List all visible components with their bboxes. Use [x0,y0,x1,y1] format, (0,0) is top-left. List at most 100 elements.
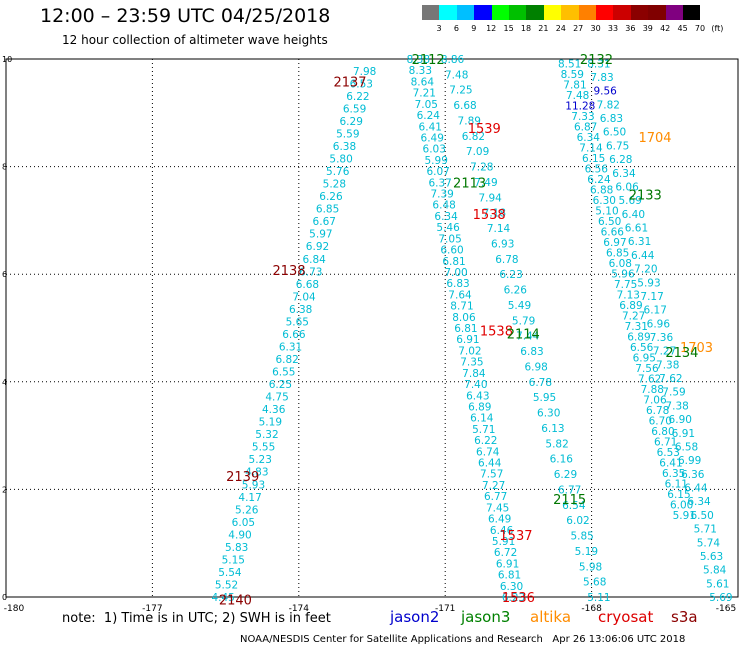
y-tick-label: 4 [2,378,7,387]
wave-height-value: 6.44 [684,483,708,495]
wave-height-value: 6.34 [687,496,711,508]
scale-swatch [561,5,579,20]
wave-height-value: 7.39 [430,189,453,201]
wave-height-value: 7.48 [445,69,468,81]
wave-height-value: 6.08 [609,258,632,270]
wave-height-value: 6.55 [272,367,295,379]
page-subtitle: 12 hour collection of altimeter wave hei… [62,33,328,47]
wave-height-value: 6.67 [313,216,336,228]
wave-height-value: 6.82 [275,354,298,366]
wave-height-value: 6.34 [577,132,601,144]
wave-height-value: 6.71 [654,437,677,449]
scale-swatch [456,5,475,20]
wave-height-value: 6.96 [647,318,671,330]
pass-time-label: 1704 [638,131,671,146]
scale-label: 3 [436,24,442,33]
scale-label: 39 [642,24,653,33]
legend-altika: altika [530,608,572,626]
wave-height-value: 6.83 [520,346,543,358]
wave-height-value: 7.45 [486,502,509,514]
wave-height-value: 6.60 [440,245,463,257]
wave-height-value: 6.17 [644,305,667,317]
wave-height-value: 5.71 [472,424,495,436]
wave-height-value: 7.05 [415,99,438,111]
wave-height-value: 6.49 [488,514,511,526]
wave-height-value: 7.44 [516,331,540,343]
wave-height-value: 5.52 [215,579,238,591]
wave-height-value: 6.43 [466,390,489,402]
wave-height-value: 6.88 [590,184,613,196]
wave-height-value: 5.82 [545,438,568,450]
wave-height-value: 5.23 [249,454,272,466]
wave-height-value: 4.90 [228,529,251,541]
wave-height-value: 6.56 [630,342,654,354]
wave-height-value: 7.14 [487,223,511,235]
wave-height-value: 6.30 [537,408,560,420]
legend-cryosat: cryosat [598,608,654,626]
wave-height-value: 7.20 [634,264,657,276]
scale-swatch [578,5,596,20]
wave-height-value: 6.40 [622,209,645,221]
wave-height-value: 8.59 [561,69,584,81]
wave-height-value: 7.28 [470,162,493,174]
scale-label: 15 [503,24,514,33]
wave-height-value: 6.23 [502,592,525,604]
wave-height-value: 7.36 [650,332,674,344]
wave-height-value: 5.26 [235,504,259,516]
page-title: 12:00 – 23:59 UTC 04/25/2018 [40,5,331,27]
wave-height-value: 4.83 [245,467,268,479]
wave-height-value: 8.06 [452,312,476,324]
wave-height-value: 6.91 [496,558,519,570]
wave-height-value: 6.81 [442,256,465,268]
pass-time-label: 2132 [580,53,613,68]
wave-height-value: 6.38 [333,141,356,153]
x-tick-label: -168 [581,604,602,614]
wave-height-value: 7.64 [448,289,472,301]
wave-height-value: 6.00 [670,500,693,512]
wave-height-value: 6.53 [350,78,373,90]
wave-height-value: 6.85 [316,204,339,216]
wave-height-value: 7.33 [571,111,594,123]
wave-height-value: 6.92 [306,241,329,253]
wave-height-value: 7.27 [653,346,676,358]
scale-swatch [596,5,614,20]
wave-height-value: 6.34 [434,211,458,223]
scale-label: 42 [660,24,671,33]
x-tick-label: -177 [142,604,162,614]
y-tick-label: 0 [2,593,7,602]
wave-height-value: 6.35 [662,468,685,480]
wave-height-value: 7.35 [460,357,483,369]
wave-height-value: 6.41 [659,458,682,470]
plot-frame [5,58,739,598]
wave-height-value: 5.80 [329,154,352,166]
wave-height-value: 5.49 [508,300,531,312]
wave-height-value: 8.86 [441,54,465,66]
wave-height-value: 5.79 [512,315,535,327]
scale-swatch [491,5,509,20]
wave-height-value: 7.40 [464,379,487,391]
wave-height-value: 5.97 [309,229,332,241]
scale-swatch [683,5,701,20]
wave-height-value: 6.07 [426,166,449,178]
wave-height-value: 6.91 [672,428,695,440]
wave-height-value: 7.13 [617,290,640,302]
wave-height-value: 6.25 [269,379,292,391]
wave-height-value: 6.77 [484,491,507,503]
wave-height-value: 5.54 [218,567,242,579]
wave-height-value: 6.83 [446,278,469,290]
pass-time-label: 1539 [468,122,501,137]
wave-height-value: 8.31 [587,58,610,70]
wave-height-value: 6.85 [606,247,629,259]
wave-height-value: 6.89 [619,300,642,312]
wave-height-value: 7.21 [413,88,436,100]
wave-height-value: 8.38 [407,54,430,66]
wave-height-value: 6.44 [478,458,502,470]
wave-height-value: 5.98 [579,561,602,573]
wave-height-value: 6.95 [633,353,656,365]
wave-height-value: 6.22 [474,435,497,447]
wave-height-value: 7.75 [614,279,637,291]
wave-height-value: 6.78 [495,254,518,266]
note-text: note: 1) Time is in UTC; 2) SWH is in fe… [62,611,331,626]
wave-height-value: 5.93 [637,277,660,289]
x-tick-label: -174 [289,604,310,614]
